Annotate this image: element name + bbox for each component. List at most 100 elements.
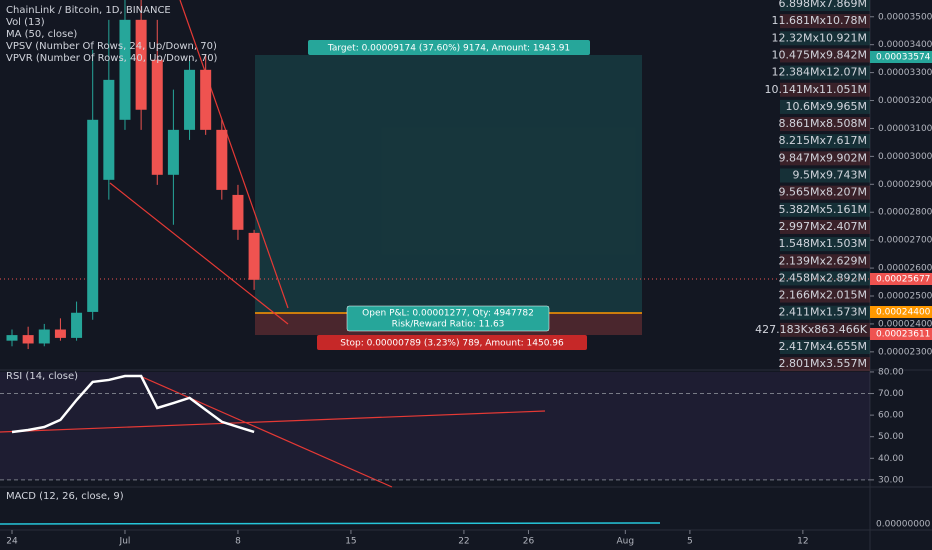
- trend-line: [179, 0, 289, 309]
- volume-profile-label: 2.417Mx4.655M: [779, 340, 867, 353]
- volume-profile-label: 2.997Mx2.407M: [779, 220, 867, 233]
- rsi-band: [0, 372, 870, 480]
- candle-body: [6, 335, 18, 341]
- candle-body: [151, 59, 163, 175]
- volume-profile-label: 12.384Mx12.07M: [772, 66, 867, 79]
- x-tick-label: 26: [523, 537, 535, 547]
- volume-profile-label: 427.183Kx863.466K: [755, 323, 868, 336]
- volume-profile-row: [780, 48, 870, 63]
- volume-profile-row: [780, 237, 870, 252]
- volume-profile-row: [780, 185, 870, 200]
- candle-body: [38, 329, 50, 344]
- volume-profile-label: 9.847Mx9.902M: [779, 151, 867, 164]
- candle-body: [119, 19, 131, 120]
- volume-profile-label: 2.458Mx2.892M: [779, 271, 867, 284]
- candle-body: [216, 129, 228, 190]
- target-label: Target: 0.00009174 (37.60%) 9174, Amount…: [327, 44, 570, 54]
- volume-profile-row: [780, 357, 870, 372]
- pnl-label: Open P&L: 0.00001277, Qty: 4947782: [362, 309, 534, 319]
- price-badge-label: 0.00025677: [876, 275, 930, 285]
- rsi-tick-label: 50.00: [878, 432, 904, 442]
- volume-profile-row: [780, 305, 870, 320]
- volume-profile-label: 8.215Mx7.617M: [779, 134, 867, 147]
- candle-body: [200, 69, 212, 130]
- volume-profile-label: 2.166Mx2.015M: [779, 289, 867, 302]
- y-tick-label: 0.00003000: [878, 152, 932, 162]
- volume-profile-label: 10.475Mx9.842M: [772, 48, 867, 61]
- stop-box: [317, 335, 587, 350]
- rr-label: Risk/Reward Ratio: 11.63: [392, 320, 505, 330]
- volume-profile-row: [780, 14, 870, 29]
- y-tick-label: 0.00003400: [878, 40, 932, 50]
- volume-profile-label: 10.6Mx9.965M: [786, 100, 867, 113]
- volume-profile-row: [780, 219, 870, 234]
- rsi-tick-label: 60.00: [878, 411, 904, 421]
- volume-profile-label: 9.5Mx9.743M: [793, 169, 867, 182]
- stop-label: Stop: 0.00000789 (3.23%) 789, Amount: 14…: [340, 339, 564, 349]
- volume-profile-label: 2.411Mx1.573M: [779, 306, 867, 319]
- candle-body: [184, 69, 196, 130]
- volume-profile-row: [780, 168, 870, 183]
- candle-body: [248, 232, 260, 280]
- price-badge-label: 0.00023611: [876, 330, 930, 340]
- volume-profile-label: 8.861Mx8.508M: [779, 117, 867, 130]
- volume-profile-label: 2.139Mx2.629M: [779, 254, 867, 267]
- legend-entry: Vol (13): [6, 17, 45, 28]
- volume-profile-label: 1.548Mx1.503M: [779, 237, 867, 250]
- legend-entry: ChainLink / Bitcoin, 1D, BINANCE: [6, 5, 171, 16]
- y-tick-label: 0.00003200: [878, 96, 932, 106]
- candle-body: [22, 335, 34, 344]
- volume-profile-row: [780, 0, 870, 11]
- volume-profile-row: [780, 254, 870, 269]
- x-tick-label: 22: [458, 537, 469, 547]
- trend-line: [109, 182, 289, 325]
- rsi-trend: [0, 410, 546, 433]
- y-tick-label: 0.00002400: [878, 319, 932, 329]
- rsi-tick-label: 80.00: [878, 367, 904, 377]
- candle-body: [135, 19, 147, 110]
- price-badge: [870, 328, 932, 340]
- rsi-tick-label: 30.00: [878, 475, 904, 485]
- candle-body: [232, 194, 244, 230]
- volume-profile-row: [780, 202, 870, 217]
- legend-entry: VPSV (Number Of Rows, 24, Up/Down, 70): [6, 41, 217, 52]
- y-tick-label: 0.00002500: [878, 292, 932, 302]
- rsi-line: [11, 374, 255, 434]
- volume-profile-row: [780, 322, 870, 337]
- rsi-trend: [139, 375, 393, 488]
- volume-profile-row: [780, 288, 870, 303]
- volume-profile-label: 12.32Mx10.921M: [772, 31, 867, 44]
- rsi-tick-label: 40.00: [878, 454, 904, 464]
- volume-profile-label: 10.141Mx11.051M: [765, 83, 867, 96]
- candle-body: [54, 329, 66, 338]
- volume-profile-row: [780, 82, 870, 97]
- price-badge: [870, 51, 932, 63]
- rsi-title: RSI (14, close): [6, 371, 78, 382]
- price-badge-label: 0.00033574: [876, 53, 931, 63]
- volume-profile-row: [780, 134, 870, 149]
- price-badge: [870, 306, 932, 318]
- x-tick-label: Aug: [617, 537, 635, 547]
- volume-profile-row: [780, 151, 870, 166]
- y-tick-label: 0.00003500: [878, 12, 932, 22]
- candle-body: [87, 119, 99, 312]
- legend-entry: VPVR (Number Of Rows, 40, Up/Down, 70): [6, 53, 218, 64]
- y-tick-label: 0.00003300: [878, 68, 932, 78]
- volume-profile-row: [780, 271, 870, 286]
- x-tick-label: 15: [345, 537, 356, 547]
- volume-profile-label: 5.382Mx5.161M: [779, 203, 867, 216]
- target-zone: [255, 55, 642, 313]
- volume-profile-row: [780, 31, 870, 46]
- y-tick-label: 0.00003100: [878, 124, 932, 134]
- price-badge: [870, 273, 932, 285]
- macd-zero: 0.00000000: [876, 520, 931, 530]
- candle-body: [167, 129, 179, 175]
- x-tick-label: 24: [6, 537, 18, 547]
- volume-profile-row: [780, 65, 870, 80]
- volume-profile-label: 2.801Mx3.557M: [779, 357, 867, 370]
- x-tick-label: 5: [687, 537, 693, 547]
- volume-profile-row: [780, 99, 870, 114]
- macd-title: MACD (12, 26, close, 9): [6, 491, 124, 502]
- volume-profile-label: 11.681Mx10.78M: [772, 14, 867, 27]
